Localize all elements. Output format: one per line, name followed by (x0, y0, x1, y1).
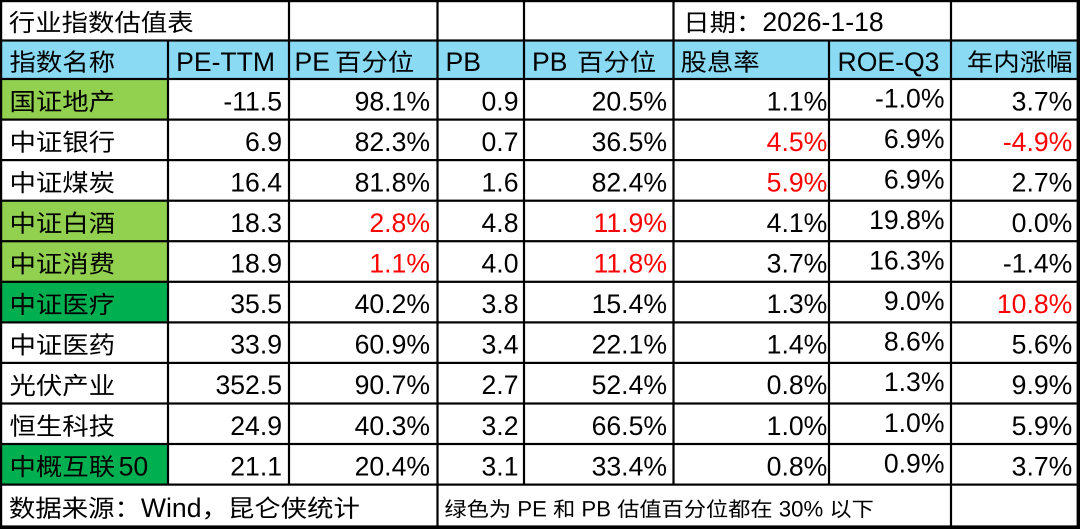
svg-text:1.3%: 1.3% (884, 367, 945, 397)
svg-text:0.9%: 0.9% (884, 448, 945, 478)
svg-text:18.9: 18.9 (230, 249, 282, 279)
svg-text:9.9%: 9.9% (1012, 370, 1073, 400)
svg-text:19.8%: 19.8% (869, 205, 944, 235)
svg-text:82.3%: 82.3% (355, 127, 430, 157)
svg-text:1.4%: 1.4% (767, 330, 828, 360)
svg-text:Wind: Wind (141, 493, 202, 523)
svg-text:2.7: 2.7 (482, 370, 519, 400)
svg-text:3.7%: 3.7% (1012, 86, 1073, 116)
svg-text:4.0: 4.0 (482, 249, 519, 279)
svg-text:6.9: 6.9 (245, 127, 282, 157)
svg-text:3.2: 3.2 (482, 411, 519, 441)
svg-text:9.0%: 9.0% (884, 286, 945, 316)
svg-text:24.9: 24.9 (230, 411, 282, 441)
svg-text:3.7%: 3.7% (767, 249, 828, 279)
svg-text:82.4%: 82.4% (592, 167, 667, 197)
svg-text:0.9: 0.9 (482, 86, 519, 116)
svg-text:6.9%: 6.9% (884, 124, 945, 154)
svg-text:PE-TTM: PE-TTM (176, 47, 275, 77)
svg-text:0.0%: 0.0% (1012, 208, 1073, 238)
svg-text:2026-1-18: 2026-1-18 (762, 7, 883, 37)
svg-text:20.4%: 20.4% (355, 451, 430, 481)
svg-text:5.6%: 5.6% (1012, 330, 1073, 360)
svg-text:21.1: 21.1 (230, 451, 282, 481)
svg-text:3.1: 3.1 (482, 451, 519, 481)
svg-text:2.8%: 2.8% (369, 208, 430, 238)
svg-text:33.4%: 33.4% (592, 451, 667, 481)
svg-text:ROE-Q3: ROE-Q3 (838, 47, 940, 77)
svg-text:50: 50 (119, 451, 149, 481)
svg-text:90.7%: 90.7% (355, 370, 430, 400)
svg-text:-4.9%: -4.9% (1003, 127, 1072, 157)
svg-text:PB: PB (446, 47, 481, 77)
svg-text:1.1%: 1.1% (767, 86, 828, 116)
svg-text:1.0%: 1.0% (884, 408, 945, 438)
svg-text:3.4: 3.4 (482, 330, 519, 360)
svg-text:11.9%: 11.9% (594, 208, 667, 238)
svg-text:35.5: 35.5 (230, 289, 282, 319)
svg-text:10.8%: 10.8% (997, 289, 1072, 319)
svg-text:1.1%: 1.1% (369, 249, 430, 279)
svg-text:16.3%: 16.3% (869, 246, 944, 276)
svg-text:81.8%: 81.8% (355, 167, 430, 197)
svg-text:18.3: 18.3 (230, 208, 282, 238)
svg-text:66.5%: 66.5% (592, 411, 667, 441)
svg-text:352.5: 352.5 (215, 370, 282, 400)
svg-text:-1.0%: -1.0% (875, 83, 944, 113)
svg-text:8.6%: 8.6% (884, 327, 945, 357)
svg-text:4.5%: 4.5% (767, 127, 828, 157)
svg-text:4.8: 4.8 (482, 208, 519, 238)
svg-text:40.3%: 40.3% (355, 411, 430, 441)
svg-text:1.3%: 1.3% (767, 289, 828, 319)
svg-text:60.9%: 60.9% (355, 330, 430, 360)
svg-text:-1.4%: -1.4% (1003, 249, 1072, 279)
svg-text:-11.5: -11.5 (223, 86, 282, 116)
svg-text:1.0%: 1.0% (767, 411, 828, 441)
svg-text:15.4%: 15.4% (592, 289, 667, 319)
svg-text:3.8: 3.8 (482, 289, 519, 319)
svg-text:20.5%: 20.5% (592, 86, 667, 116)
svg-text:0.8%: 0.8% (767, 451, 828, 481)
svg-text:52.4%: 52.4% (592, 370, 667, 400)
svg-text:0.8%: 0.8% (767, 370, 828, 400)
svg-text:6.9%: 6.9% (884, 164, 945, 194)
svg-text:2.7%: 2.7% (1012, 167, 1073, 197)
svg-text:5.9%: 5.9% (767, 167, 828, 197)
svg-text:16.4: 16.4 (230, 167, 282, 197)
svg-text:5.9%: 5.9% (1012, 411, 1073, 441)
svg-text:33.9: 33.9 (230, 330, 282, 360)
svg-text:0.7: 0.7 (482, 127, 519, 157)
svg-text:4.1%: 4.1% (767, 208, 828, 238)
svg-text:1.6: 1.6 (482, 167, 519, 197)
svg-text:3.7%: 3.7% (1012, 451, 1073, 481)
svg-text:36.5%: 36.5% (592, 127, 667, 157)
svg-text:40.2%: 40.2% (355, 289, 430, 319)
svg-text:22.1%: 22.1% (592, 330, 667, 360)
svg-text:11.8%: 11.8% (594, 249, 667, 279)
svg-text:98.1%: 98.1% (355, 86, 430, 116)
